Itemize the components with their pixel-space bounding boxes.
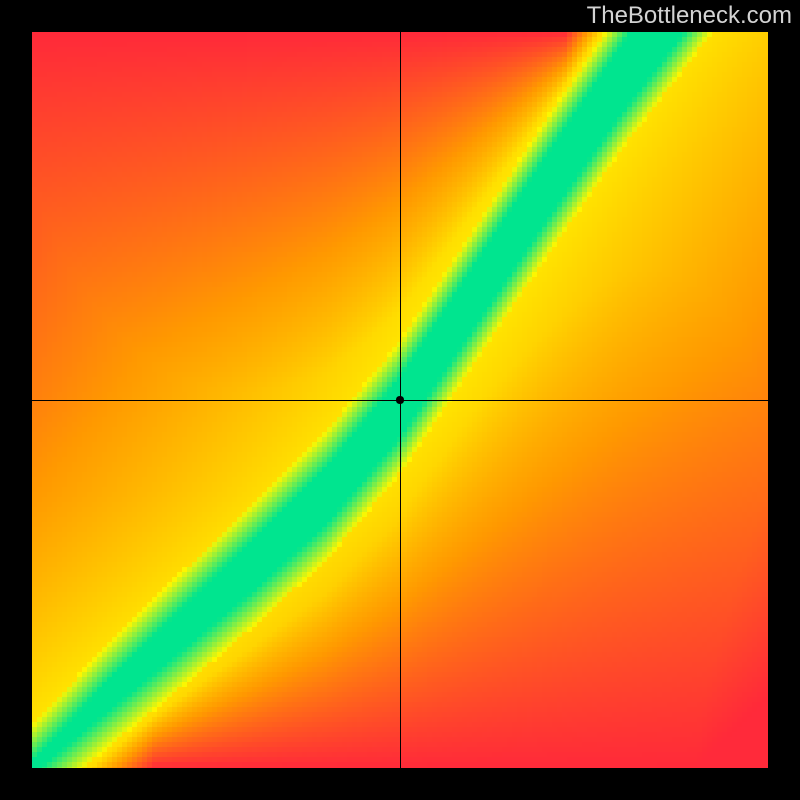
chart-container: TheBottleneck.com xyxy=(0,0,800,800)
bottleneck-heatmap xyxy=(0,0,800,800)
watermark-text: TheBottleneck.com xyxy=(587,2,792,30)
